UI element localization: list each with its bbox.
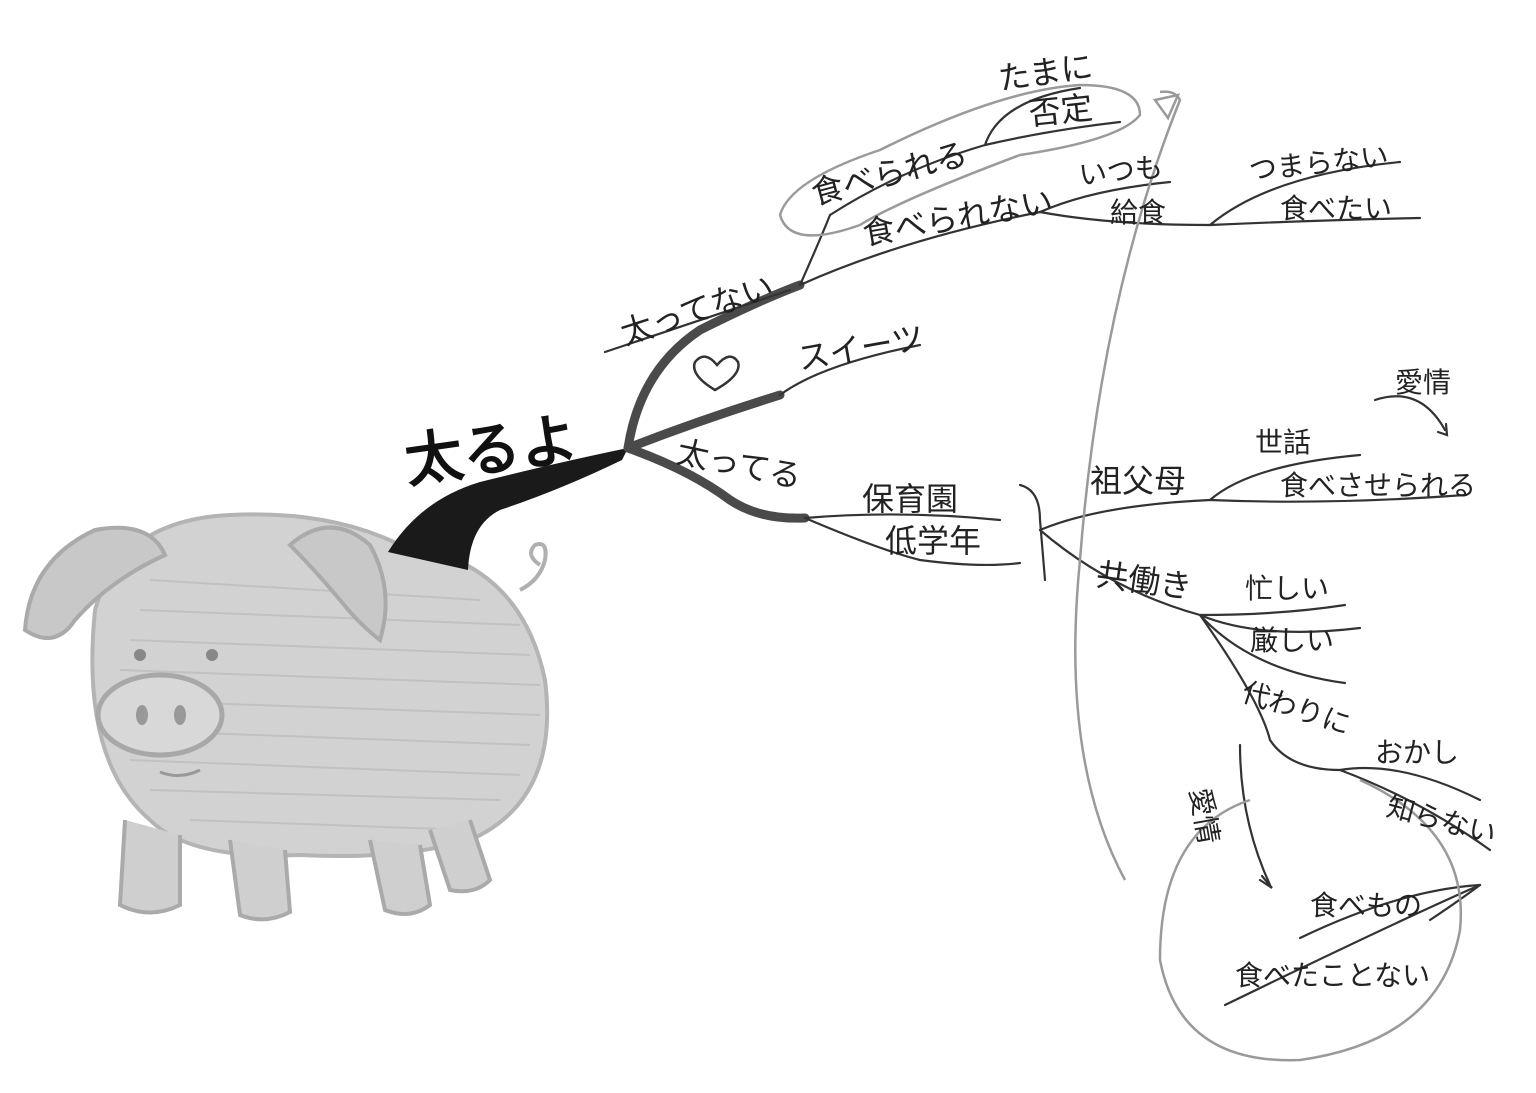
- node-okashi: おかし: [1375, 736, 1459, 769]
- central-trunk: [388, 448, 628, 570]
- node-shiranai: 知らない: [1383, 790, 1500, 851]
- node-tabetakotonai: 食べたことない: [1235, 959, 1430, 992]
- heart-icon: [692, 355, 740, 392]
- node-hoikuen: 保育園: [862, 480, 958, 518]
- sub-branches: [603, 86, 1492, 1007]
- node-teigakunen: 低学年: [885, 522, 981, 560]
- node-sofubo: 祖父母: [1090, 462, 1186, 500]
- pig-illustration: [22, 512, 550, 922]
- node-tabesaserareru: 食べさせられる: [1280, 469, 1476, 502]
- node-sewa: 世話: [1255, 426, 1311, 459]
- node-aijo-side: 愛情: [1183, 785, 1225, 846]
- node-futteru: 太ってる: [673, 433, 805, 496]
- node-hitei: 否定: [1027, 88, 1095, 132]
- node-kibishii: 厳しい: [1250, 624, 1334, 657]
- pencil-annotations: [778, 83, 1463, 1062]
- node-tabetai: 食べたい: [1280, 192, 1392, 225]
- node-tabemono: 食べもの: [1310, 889, 1422, 922]
- node-aijo-top: 愛情: [1395, 366, 1451, 399]
- node-itsumo: いつも: [1077, 150, 1164, 192]
- node-kyushoku: 給食: [1110, 196, 1166, 229]
- node-tsumaranai: つまらない: [1247, 140, 1390, 187]
- node-isogashii: 忙しい: [1245, 572, 1329, 605]
- node-futtenai: 太ってない: [616, 268, 778, 353]
- node-kawarini: 代わりに: [1238, 675, 1355, 741]
- node-tomobataraki: 共働き: [1094, 555, 1194, 606]
- node-sweets: スイーツ: [795, 318, 927, 378]
